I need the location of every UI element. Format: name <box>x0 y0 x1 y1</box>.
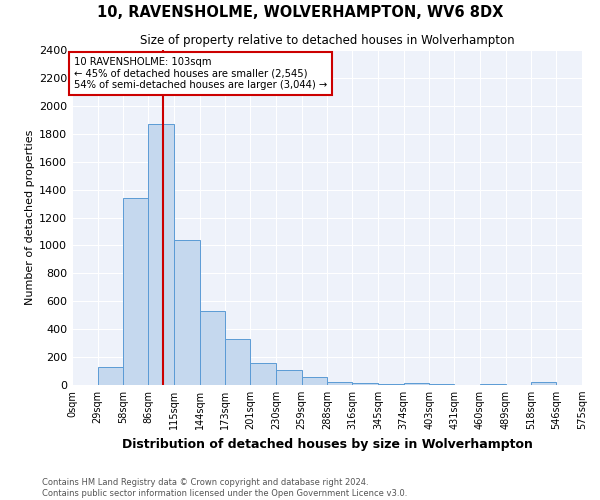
Bar <box>480 384 506 385</box>
Text: 10, RAVENSHOLME, WOLVERHAMPTON, WV6 8DX: 10, RAVENSHOLME, WOLVERHAMPTON, WV6 8DX <box>97 5 503 20</box>
Bar <box>98 367 124 385</box>
Bar <box>226 339 250 385</box>
Bar <box>378 384 404 385</box>
Bar <box>404 384 430 385</box>
Bar <box>124 198 148 385</box>
Text: Contains HM Land Registry data © Crown copyright and database right 2024.
Contai: Contains HM Land Registry data © Crown c… <box>42 478 407 498</box>
Bar <box>276 370 302 385</box>
Bar <box>352 383 378 385</box>
Bar <box>302 376 328 385</box>
Bar <box>174 240 200 385</box>
X-axis label: Distribution of detached houses by size in Wolverhampton: Distribution of detached houses by size … <box>122 438 532 450</box>
Bar <box>430 384 454 385</box>
Bar <box>148 124 174 385</box>
Title: Size of property relative to detached houses in Wolverhampton: Size of property relative to detached ho… <box>140 34 514 48</box>
Bar <box>532 382 556 385</box>
Bar <box>328 382 352 385</box>
Text: 10 RAVENSHOLME: 103sqm
← 45% of detached houses are smaller (2,545)
54% of semi-: 10 RAVENSHOLME: 103sqm ← 45% of detached… <box>74 57 327 90</box>
Y-axis label: Number of detached properties: Number of detached properties <box>25 130 35 305</box>
Bar <box>200 311 226 385</box>
Bar <box>250 362 276 385</box>
